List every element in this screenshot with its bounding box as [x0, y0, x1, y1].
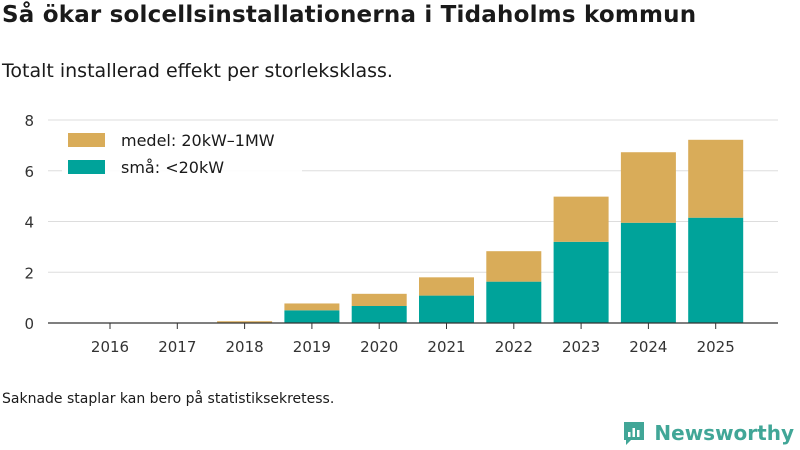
- x-tick-label: 2019: [293, 338, 331, 356]
- bar-medel-2018: [217, 321, 273, 323]
- bar-sma-2019: [284, 310, 340, 323]
- bar-medel-2023: [553, 196, 609, 242]
- x-tick-label: 2017: [158, 338, 196, 356]
- bar-sma-2025: [688, 217, 744, 323]
- x-tick-label: 2025: [697, 338, 735, 356]
- bar-medel-2024: [620, 152, 676, 223]
- x-tick-label: 2023: [562, 338, 600, 356]
- bar-sma-2021: [419, 295, 474, 323]
- legend-label-medel: medel: 20kW–1MW: [121, 131, 275, 150]
- x-tick-label: 2020: [360, 338, 398, 356]
- x-tick-label: 2021: [427, 338, 465, 356]
- footnote: Saknade staplar kan bero på statistiksek…: [2, 391, 335, 407]
- bar-medel-2019: [284, 303, 340, 311]
- bar-sma-2024: [620, 222, 676, 323]
- legend-swatch-sma: [68, 160, 105, 174]
- bar-sma-2020: [351, 305, 407, 323]
- x-tick-label: 2022: [495, 338, 533, 356]
- x-tick-label: 2024: [629, 338, 667, 356]
- y-tick-label: 0: [24, 315, 34, 333]
- y-tick-label: 6: [24, 163, 34, 181]
- bar-medel-2020: [351, 293, 407, 306]
- legend-label-sma: små: <20kW: [121, 158, 224, 177]
- y-tick-label: 8: [24, 112, 34, 130]
- brand[interactable]: Newsworthy: [622, 420, 794, 446]
- bar-medel-2022: [486, 251, 542, 282]
- x-tick-label: 2018: [226, 338, 264, 356]
- bar-medel-2021: [419, 277, 474, 296]
- bar-sma-2022: [486, 281, 542, 323]
- legend-swatch-medel: [68, 133, 105, 147]
- x-tick-label: 2016: [91, 338, 129, 356]
- stacked-bar-chart: 0 2 4 6 8 2016 2017 2018 2019 2020 2021 2022 2023 202…: [24, 112, 778, 356]
- brand-name: Newsworthy: [654, 421, 794, 445]
- y-tick-label: 2: [24, 264, 34, 282]
- y-tick-label: 4: [24, 214, 34, 232]
- bar-sma-2023: [553, 241, 609, 323]
- chart-subtitle: Totalt installerad effekt per storlekskl…: [2, 60, 393, 82]
- newsworthy-logo-icon: [624, 422, 645, 445]
- bar-medel-2025: [688, 139, 744, 218]
- chart-title: Så ökar solcellsinstallationerna i Tidah…: [2, 2, 697, 28]
